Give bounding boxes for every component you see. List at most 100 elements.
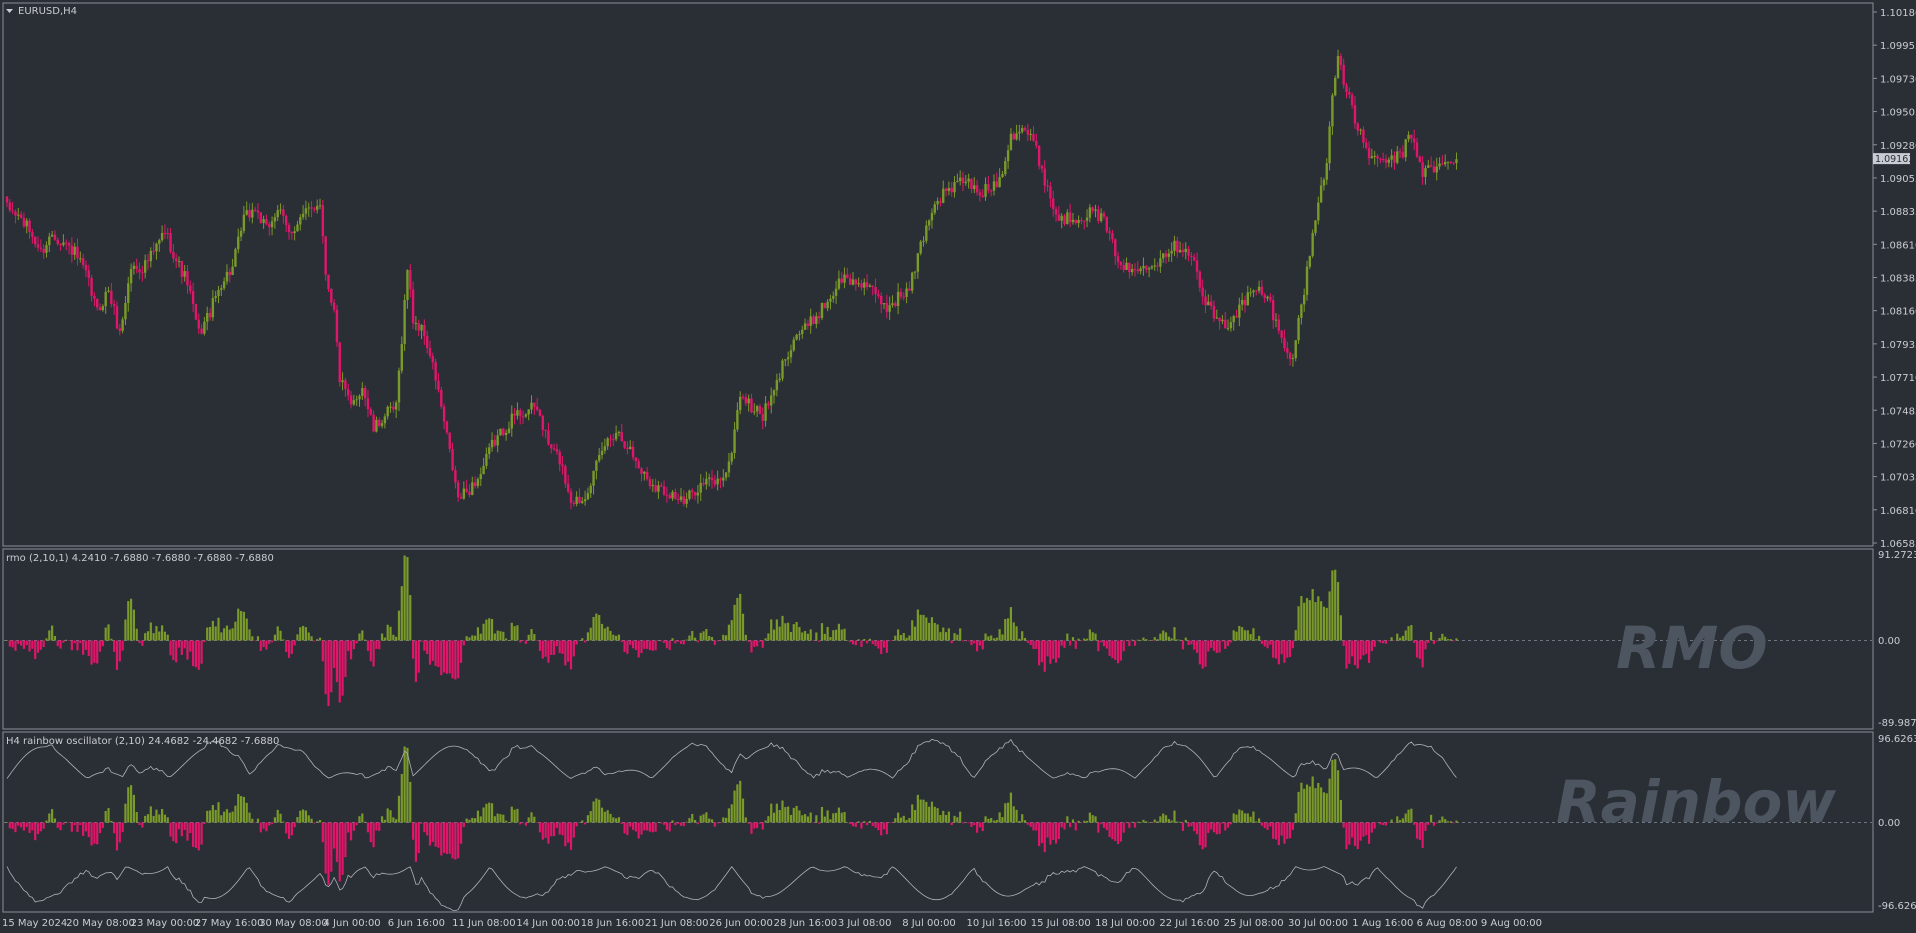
- rainbow-bar: [166, 817, 169, 823]
- rmo-bar: [1195, 640, 1199, 653]
- candle-body: [1122, 264, 1125, 270]
- rainbow-bar: [443, 822, 446, 853]
- candle-body: [1162, 253, 1165, 259]
- candle-body: [840, 278, 843, 283]
- rainbow-bar: [1184, 819, 1187, 823]
- rainbow-bar: [206, 810, 209, 823]
- rmo-bar: [344, 640, 347, 678]
- rmo-bar: [660, 640, 663, 642]
- candle-body: [953, 182, 956, 193]
- rmo-bar: [939, 632, 942, 641]
- rmo-bar: [1226, 640, 1230, 646]
- rmo-bar: [166, 634, 169, 641]
- rainbow-bar: [1094, 816, 1097, 823]
- rainbow-bar: [1077, 820, 1080, 823]
- rmo-bar: [67, 640, 71, 641]
- rmo-bar: [1398, 637, 1402, 641]
- rmo-bar: [358, 633, 361, 641]
- candle-body: [1001, 174, 1004, 178]
- price-tick-label: 1.09505: [1880, 108, 1916, 119]
- rmo-bar: [400, 586, 403, 641]
- rmo-bar: [144, 633, 147, 641]
- rmo-bar: [262, 640, 265, 648]
- rmo-bar: [431, 640, 434, 661]
- rainbow-bar: [603, 811, 606, 823]
- candle-body: [471, 482, 474, 495]
- time-tick-label: 4 Jun 00:00: [324, 918, 381, 929]
- rainbow-bar: [138, 822, 141, 825]
- rmo-bar: [846, 640, 849, 641]
- candle-body: [1224, 319, 1227, 329]
- rmo-bar: [1305, 598, 1309, 641]
- rmo-bar: [380, 633, 384, 641]
- candle-body: [93, 295, 96, 299]
- rainbow-bar: [45, 820, 48, 823]
- rmo-bar: [490, 618, 494, 641]
- rainbow-bar: [124, 803, 127, 823]
- rmo-bar: [1170, 638, 1173, 641]
- candle-body: [820, 302, 824, 319]
- candle-body: [1145, 265, 1148, 270]
- rmo-bar: [637, 640, 640, 658]
- candle-body: [166, 233, 169, 235]
- rmo-bar: [163, 631, 167, 641]
- rmo-bar: [578, 640, 581, 641]
- rmo-bar: [1303, 602, 1306, 641]
- rmo-bar: [31, 640, 34, 649]
- candle-body: [1043, 168, 1046, 186]
- rmo-bar: [183, 640, 186, 649]
- rainbow-bar: [90, 822, 93, 846]
- rmo-bar: [857, 639, 860, 641]
- candle-body: [1052, 198, 1055, 210]
- rainbow-bar: [741, 798, 745, 823]
- rainbow-bar: [254, 822, 257, 823]
- rmo-bar: [1362, 640, 1365, 656]
- rmo-bar: [586, 632, 590, 641]
- rainbow-bar: [849, 822, 852, 825]
- time-tick-label: 3 Jul 08:00: [838, 918, 892, 929]
- rainbow-bar: [152, 815, 155, 823]
- rmo-bar: [62, 640, 65, 643]
- rainbow-bar: [1133, 822, 1137, 828]
- candle-body: [504, 432, 508, 435]
- price-tick-label: 1.06585: [1880, 539, 1916, 550]
- rainbow-bar: [220, 815, 223, 823]
- rainbow-bar: [919, 799, 922, 823]
- rainbow-bar: [1272, 822, 1275, 839]
- candle-body: [304, 208, 308, 214]
- symbol-header[interactable]: EURUSD,H4: [6, 6, 77, 17]
- rmo-bar: [426, 640, 429, 655]
- rmo-bar: [606, 626, 609, 641]
- triangle-down-icon[interactable]: [6, 9, 13, 13]
- candle-body: [1317, 202, 1320, 221]
- rainbow-bar: [581, 820, 584, 823]
- rmo-bar: [1015, 626, 1018, 641]
- rmo-bar: [519, 640, 522, 643]
- rainbow-bar: [753, 822, 756, 829]
- candle-body: [1130, 269, 1134, 273]
- rainbow-bar: [1398, 820, 1402, 823]
- rainbow-bar: [1204, 822, 1207, 848]
- rainbow-bar: [1390, 819, 1393, 823]
- candle-body: [81, 258, 85, 265]
- rmo-bar: [1139, 639, 1142, 641]
- candle-body: [524, 414, 528, 417]
- candle-body: [194, 303, 198, 320]
- rainbow-bar: [1085, 820, 1089, 823]
- candle-body: [141, 272, 144, 274]
- candle-body: [516, 410, 519, 416]
- candle-body: [1068, 212, 1072, 223]
- candle-body: [1438, 163, 1441, 167]
- rmo-bar: [801, 632, 804, 641]
- rmo-bar: [482, 623, 485, 641]
- candle-body: [1066, 212, 1069, 224]
- rmo-bar: [189, 640, 192, 652]
- candle-body: [459, 497, 463, 499]
- rmo-bar: [612, 634, 615, 641]
- rainbow-bar: [1441, 816, 1444, 823]
- candle-body: [1111, 232, 1114, 240]
- rmo-bar: [1119, 640, 1122, 661]
- rainbow-bar: [806, 816, 809, 823]
- rmo-bar: [1353, 640, 1357, 666]
